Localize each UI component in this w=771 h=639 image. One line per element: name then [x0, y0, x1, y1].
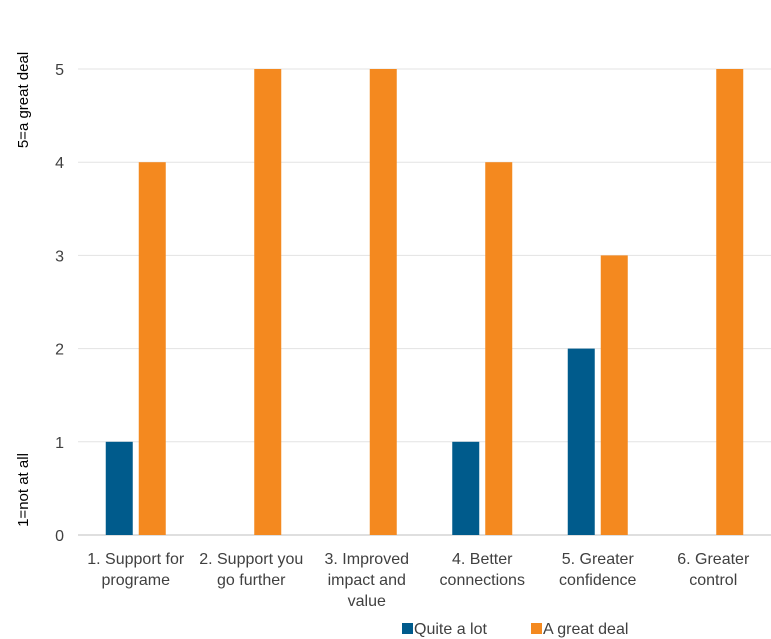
- category-label-4: 4. Better connections: [440, 551, 525, 589]
- y-tick-label: 4: [55, 155, 64, 172]
- category-label-6: 6. Greater control: [677, 551, 750, 589]
- bar-quite-a-lot-cat-5: [567, 348, 595, 535]
- bar-a-great-deal-cat-4: [485, 162, 513, 535]
- y-axis-low-label: 1=not at all: [15, 453, 32, 527]
- legend-label-quite-a-lot: Quite a lot: [414, 621, 487, 638]
- category-label-3: 3. Improved impact and value: [325, 551, 409, 610]
- bars: [105, 69, 744, 535]
- legend-label-a-great-deal: A great deal: [543, 621, 628, 638]
- bar-a-great-deal-cat-1: [138, 162, 166, 535]
- bar-quite-a-lot-cat-4: [452, 441, 480, 535]
- y-tick-label: 2: [55, 342, 64, 359]
- gridlines: [78, 68, 771, 536]
- category-labels: 1. Support for programe 2. Support you go f…: [87, 551, 750, 610]
- y-tick-label: 3: [55, 248, 64, 265]
- bar-quite-a-lot-cat-1: [105, 441, 133, 535]
- legend: Quite a lot A great deal: [402, 621, 628, 638]
- y-tick-label: 0: [55, 528, 64, 545]
- category-label-5: 5. Greater confidence: [559, 551, 636, 589]
- y-axis-ticks: 0 1 2 3 4 5: [55, 62, 64, 545]
- y-axis-high-label: 5=a great deal: [15, 52, 32, 148]
- y-tick-label: 1: [55, 435, 64, 452]
- legend-swatch-quite-a-lot: [402, 623, 413, 634]
- legend-swatch-a-great-deal: [531, 623, 542, 634]
- bar-a-great-deal-cat-2: [254, 69, 282, 535]
- bar-a-great-deal-cat-3: [369, 69, 397, 535]
- bar-a-great-deal-cat-5: [600, 255, 628, 535]
- category-label-1: 1. Support for programe: [87, 551, 185, 589]
- category-label-2: 2. Support you go further: [199, 551, 303, 589]
- y-tick-label: 5: [55, 62, 64, 79]
- bar-a-great-deal-cat-6: [716, 69, 744, 535]
